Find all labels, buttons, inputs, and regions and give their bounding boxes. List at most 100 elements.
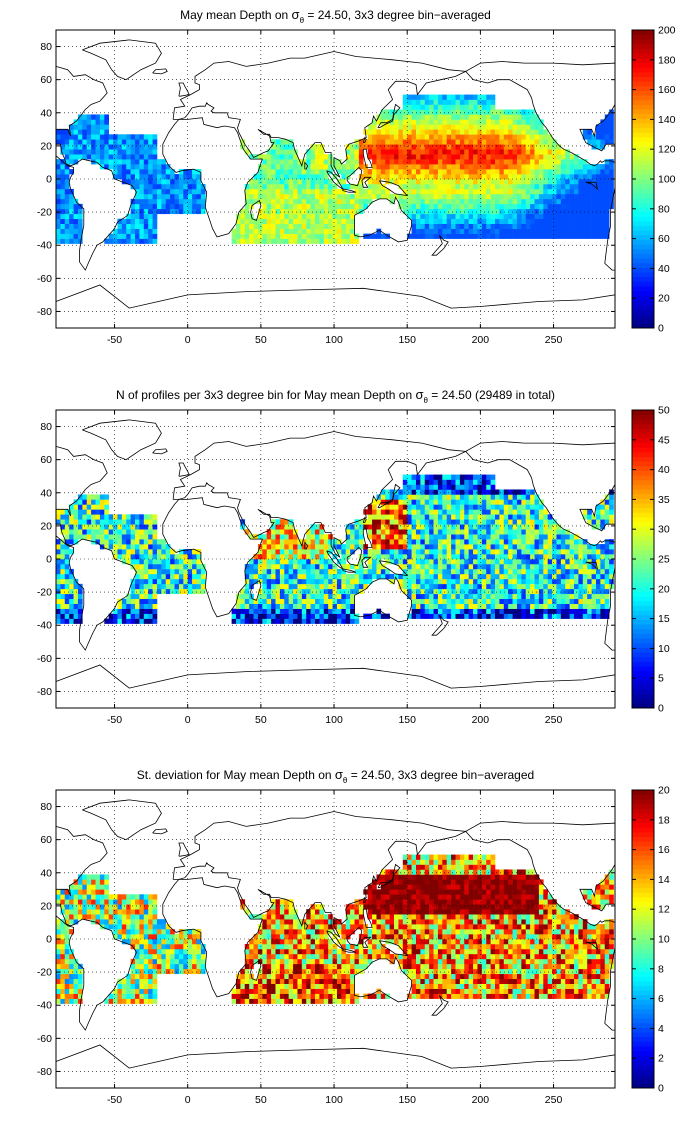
bin-cell <box>254 619 259 624</box>
bin-cell <box>596 219 601 224</box>
bin-cell <box>201 569 206 574</box>
bin-cell <box>451 164 456 169</box>
bin-cell <box>609 549 614 554</box>
bin-cell <box>605 169 610 174</box>
bin-cell <box>131 594 136 599</box>
bin-cell <box>508 179 513 184</box>
bin-cell <box>592 199 597 204</box>
bin-cell <box>434 599 439 604</box>
bin-cell <box>482 224 487 229</box>
bin-cell <box>469 100 474 105</box>
bin-cell <box>104 534 109 539</box>
bin-cell <box>306 539 311 544</box>
bin-cell <box>104 124 109 129</box>
bin-cell <box>438 164 443 169</box>
bin-cell <box>447 179 452 184</box>
bin-cell <box>548 144 553 149</box>
bin-cell <box>442 534 447 539</box>
bin-cell <box>65 524 70 529</box>
bin-cell <box>324 194 329 199</box>
bin-cell <box>530 589 535 594</box>
bin-cell <box>183 574 188 579</box>
bin-cell <box>412 609 417 614</box>
bin-cell <box>412 559 417 564</box>
bin-cell <box>188 204 193 209</box>
bin-cell <box>504 154 509 159</box>
bin-cell <box>548 139 553 144</box>
bin-cell <box>434 139 439 144</box>
bin-cell <box>196 204 201 209</box>
bin-cell <box>333 569 338 574</box>
bin-cell <box>592 604 597 609</box>
bin-cell <box>280 184 285 189</box>
bin-cell <box>91 509 96 514</box>
bin-cell <box>311 179 316 184</box>
bin-cell <box>442 204 447 209</box>
bin-cell <box>144 234 149 239</box>
colorbar-tick-label: 20 <box>658 293 670 305</box>
bin-cell <box>508 589 513 594</box>
bin-cell <box>302 559 307 564</box>
bin-cell <box>144 584 149 589</box>
bin-cell <box>157 194 162 199</box>
bin-cell <box>267 204 272 209</box>
bin-cell <box>100 514 105 519</box>
bin-cell <box>464 219 469 224</box>
bin-cell <box>592 234 597 239</box>
bin-cell <box>578 584 583 589</box>
bin-cell <box>556 609 561 614</box>
bin-cell <box>306 614 311 619</box>
bin-cell <box>131 529 136 534</box>
bin-cell <box>372 154 377 159</box>
bin-cell <box>280 159 285 164</box>
bin-cell <box>276 584 281 589</box>
bin-cell <box>429 574 434 579</box>
bin-cell <box>390 154 395 159</box>
bin-cell <box>372 564 377 569</box>
bin-cell <box>508 519 513 524</box>
bin-cell <box>429 604 434 609</box>
bin-cell <box>447 154 452 159</box>
bin-cell <box>451 109 456 114</box>
bin-cell <box>434 234 439 239</box>
bin-cell <box>74 609 79 614</box>
bin-cell <box>592 169 597 174</box>
bin-cell <box>477 204 482 209</box>
bin-cell <box>407 554 412 559</box>
bin-cell <box>416 494 421 499</box>
bin-cell <box>565 544 570 549</box>
x-tick-label: 250 <box>545 714 563 726</box>
bin-cell <box>144 554 149 559</box>
bin-cell <box>385 519 390 524</box>
bin-cell <box>596 179 601 184</box>
bin-cell <box>113 539 118 544</box>
bin-cell <box>96 519 101 524</box>
bin-cell <box>346 234 351 239</box>
bin-cell <box>499 109 504 114</box>
bin-cell <box>144 164 149 169</box>
bin-cell <box>289 559 294 564</box>
bin-cell <box>499 499 504 504</box>
bin-cell <box>535 149 540 154</box>
bin-cell <box>451 114 456 119</box>
bin-cell <box>271 154 276 159</box>
bin-cell <box>306 204 311 209</box>
bin-cell <box>104 139 109 144</box>
bin-cell <box>499 169 504 174</box>
bin-cell <box>139 559 144 564</box>
bin-cell <box>543 559 548 564</box>
bin-cell <box>258 619 263 624</box>
bin-cell <box>583 214 588 219</box>
bin-cell <box>161 204 166 209</box>
bin-cell <box>578 579 583 584</box>
bin-cell <box>469 119 474 124</box>
bin-cell <box>148 544 153 549</box>
bin-cell <box>56 604 61 609</box>
bin-cell <box>499 189 504 194</box>
bin-cell <box>407 524 412 529</box>
bin-cell <box>315 544 320 549</box>
bin-cell <box>460 105 465 110</box>
bin-cell <box>196 554 201 559</box>
bin-cell <box>434 604 439 609</box>
bin-cell <box>135 219 140 224</box>
